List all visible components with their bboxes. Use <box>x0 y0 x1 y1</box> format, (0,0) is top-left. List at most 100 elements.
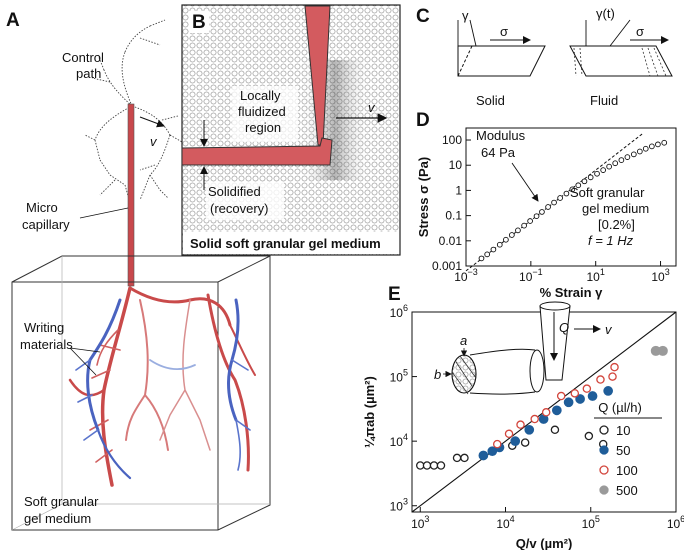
data-point <box>606 163 612 170</box>
x-tick-label: 103 <box>411 514 429 531</box>
data-point <box>563 397 574 408</box>
fluid-gamma-t: γ(t) <box>596 6 615 21</box>
data-point <box>661 139 668 146</box>
x-tick-label: 104 <box>496 514 514 531</box>
y-tick-label: 1 <box>455 183 462 197</box>
x-axis-label: % Strain γ <box>540 285 604 300</box>
legend-marker <box>599 445 609 455</box>
fluidized-label-2: fluidized <box>238 104 286 119</box>
micro-capillary-pointer <box>79 207 129 219</box>
data-point <box>541 408 551 417</box>
data-point <box>600 167 607 173</box>
data-point <box>603 386 614 396</box>
data-point <box>657 345 668 356</box>
data-point <box>612 160 619 167</box>
y-tick-label: 0.01 <box>439 234 463 248</box>
panel-b-label: B <box>192 12 206 33</box>
data-point <box>649 143 655 150</box>
data-point <box>478 255 485 262</box>
legend-marker <box>599 465 609 475</box>
medium-label-2: gel medium <box>24 511 91 526</box>
data-point <box>515 227 521 234</box>
x-tick-label: 10−1 <box>519 267 543 284</box>
medium-label-1: Soft granular <box>24 494 99 509</box>
fluidized-label-bg <box>232 86 298 142</box>
axis-a-label: a <box>460 333 467 348</box>
fluid-sigma: σ <box>636 24 644 39</box>
y-tick-label: 104 <box>390 432 408 449</box>
data-point <box>550 425 560 435</box>
data-point <box>496 241 503 248</box>
vascular-network <box>68 286 256 487</box>
modulus-label-1: Modulus <box>476 128 526 143</box>
fluid-flow-lines <box>573 47 667 77</box>
panel-a: A Control path v Micro capillary <box>6 10 271 531</box>
data-point <box>570 389 580 398</box>
medium-note-4: f = 1 Hz <box>588 233 634 248</box>
data-point <box>551 405 562 416</box>
x-tick-label: 105 <box>582 514 600 531</box>
data-point <box>478 450 489 461</box>
data-point <box>492 439 502 449</box>
data-point <box>436 461 446 470</box>
solid-tilt-ref <box>469 19 477 47</box>
data-point <box>484 251 491 258</box>
cross-section-hatch <box>451 355 477 395</box>
control-path-label-1: Control <box>62 50 104 65</box>
data-point <box>524 424 535 435</box>
data-point <box>429 461 439 470</box>
area-flow-chart: 103 104 105 106 103 104 105 106 Q (µl/h) 10 50 100 5… <box>362 303 684 550</box>
y-tick-label: 10 <box>449 158 463 172</box>
data-point <box>575 394 585 404</box>
y-tick-label: 105 <box>390 368 408 385</box>
x-tick-label: 101 <box>586 267 604 284</box>
legend-entry: 100 <box>616 463 638 478</box>
data-point <box>596 375 605 384</box>
data-point <box>460 453 469 463</box>
data-point <box>636 148 643 155</box>
y-axis-label: Stress σ (Pa) <box>416 157 431 237</box>
panel-c-label: C <box>416 6 430 27</box>
data-point <box>509 232 515 238</box>
fluidized-label-1: Locally <box>240 88 281 103</box>
legend-marker <box>599 485 609 495</box>
data-point <box>504 429 514 439</box>
legend-marker <box>599 425 609 435</box>
data-point <box>545 204 551 210</box>
nozzle-inset: Q v a b <box>434 301 613 395</box>
inset-v-label: v <box>605 322 613 337</box>
y-tick-label: 0.1 <box>445 209 462 223</box>
solid-sigma: σ <box>500 24 508 39</box>
data-point <box>655 141 661 148</box>
filament-end <box>529 349 545 393</box>
writing-materials-label-2: materials <box>20 337 73 352</box>
y-tick-label: 106 <box>390 303 408 320</box>
medium-note-2: gel medium <box>582 201 649 216</box>
fluid-label: Fluid <box>590 93 618 108</box>
velocity-label: v <box>150 134 158 149</box>
writing-materials-pointer-1 <box>69 347 97 376</box>
solid-block <box>457 45 546 77</box>
deposited-filament <box>181 137 333 166</box>
solidified-label-1: Solidified <box>208 184 261 199</box>
data-point <box>452 453 462 463</box>
filament-outline <box>469 348 536 395</box>
data-point <box>575 182 582 189</box>
solidified-label-2: (recovery) <box>210 201 269 216</box>
strain-stress-chart: 10−3 10−1 101 103 0.001 0.01 0.1 1 10 100 % Strain… <box>416 127 677 300</box>
panel-b-caption: Solid soft granular gel medium <box>190 236 381 251</box>
micro-capillary <box>127 103 135 287</box>
fluid-tilt-ref <box>609 19 631 47</box>
data-point <box>551 199 557 206</box>
medium-note-1: Soft granular <box>570 185 645 200</box>
panel-d-label: D <box>416 110 430 131</box>
micro-capillary-label-1: Micro <box>26 200 58 215</box>
velocity-arrow <box>139 116 165 128</box>
fluid-block <box>569 45 673 77</box>
fluidized-label-3: region <box>245 120 281 135</box>
legend-entry: 50 <box>616 443 630 458</box>
x-tick-label: 106 <box>667 514 684 531</box>
plot-frame <box>465 127 677 267</box>
solid-label: Solid <box>476 93 505 108</box>
